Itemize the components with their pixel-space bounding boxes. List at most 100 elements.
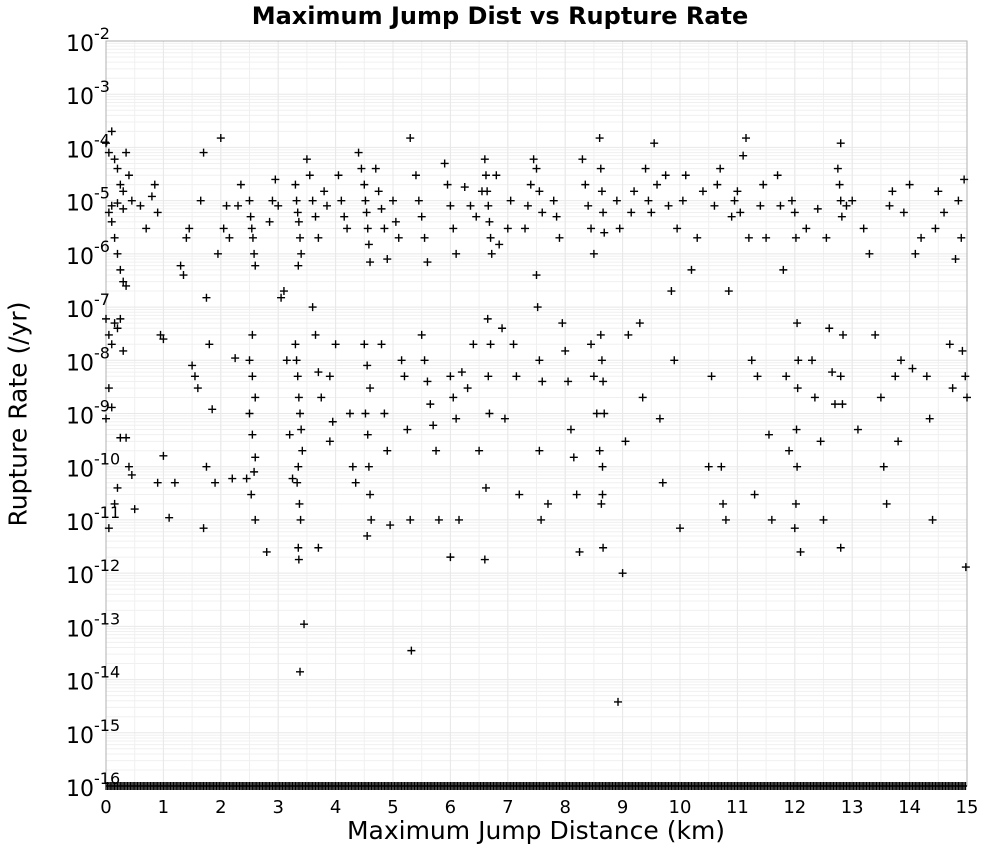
data-point <box>529 155 538 164</box>
data-point <box>250 249 259 258</box>
data-point <box>449 224 458 233</box>
data-point <box>776 201 785 210</box>
data-point <box>791 233 800 242</box>
data-point <box>627 208 636 217</box>
data-point <box>116 180 125 189</box>
data-point <box>736 208 745 217</box>
data-point <box>658 478 667 487</box>
y-tick-label: 10-10 <box>66 450 120 483</box>
data-point <box>389 196 397 205</box>
data-point <box>251 453 260 462</box>
data-point <box>331 340 340 349</box>
data-point <box>294 261 303 270</box>
data-point <box>282 356 291 365</box>
data-point <box>446 553 455 562</box>
data-point <box>293 208 302 217</box>
data-point <box>374 187 383 196</box>
data-point <box>314 543 323 552</box>
data-point <box>371 164 380 173</box>
data-point <box>380 224 389 233</box>
data-point <box>819 515 828 524</box>
data-point <box>222 201 231 210</box>
data-point <box>599 208 608 217</box>
data-point <box>742 134 751 143</box>
data-point <box>928 515 937 524</box>
data-point <box>414 196 423 205</box>
data-point <box>526 180 535 189</box>
data-point <box>228 474 237 483</box>
data-point <box>340 212 349 221</box>
data-point <box>598 490 607 499</box>
data-point <box>773 171 782 180</box>
data-point <box>466 201 475 210</box>
data-point <box>317 393 326 402</box>
data-point <box>113 199 122 208</box>
y-tick-label: 10-6 <box>66 237 110 270</box>
data-point <box>816 437 825 446</box>
data-point <box>297 249 306 258</box>
data-point <box>113 249 122 258</box>
data-point <box>119 346 128 355</box>
data-point <box>948 384 957 393</box>
data-point <box>354 148 363 157</box>
data-point <box>635 319 644 328</box>
data-point <box>940 208 949 217</box>
data-point <box>533 303 542 312</box>
data-point <box>119 187 128 196</box>
data-point <box>248 330 257 339</box>
y-tick-label: 10-12 <box>66 556 120 589</box>
data-point <box>532 271 541 280</box>
data-point <box>406 515 415 524</box>
data-point <box>153 478 162 487</box>
data-point <box>707 372 716 381</box>
data-point <box>521 224 530 233</box>
data-point <box>483 187 492 196</box>
x-tick-label: 9 <box>617 797 628 818</box>
y-tick-label: 10-15 <box>66 716 120 749</box>
data-point <box>211 478 220 487</box>
data-point <box>246 212 255 221</box>
data-point <box>426 400 435 409</box>
data-point <box>487 249 496 258</box>
data-point <box>294 393 303 402</box>
data-point <box>113 164 122 173</box>
data-point <box>958 346 967 355</box>
data-point <box>104 524 113 533</box>
data-point <box>822 233 831 242</box>
data-point <box>391 217 400 226</box>
data-point <box>911 249 920 258</box>
data-point <box>575 547 584 556</box>
data-point <box>498 324 507 333</box>
y-tick-label: 10-5 <box>66 184 110 217</box>
data-point <box>285 430 294 439</box>
data-point <box>411 171 420 180</box>
data-point <box>600 409 609 418</box>
x-tick-label: 13 <box>841 797 864 818</box>
data-point <box>922 372 931 381</box>
y-tick-label: 10-8 <box>66 343 110 376</box>
data-point <box>236 180 245 189</box>
data-points <box>102 127 971 706</box>
data-point <box>673 224 682 233</box>
data-point <box>859 224 868 233</box>
data-point <box>599 377 608 386</box>
data-point <box>322 201 331 210</box>
data-point <box>535 446 544 455</box>
x-tick-label: 10 <box>669 797 692 818</box>
data-point <box>102 314 110 323</box>
data-point <box>759 180 768 189</box>
data-point <box>291 180 300 189</box>
data-point <box>377 204 386 213</box>
data-point <box>587 224 596 233</box>
data-point <box>429 421 438 430</box>
data-point <box>423 258 432 267</box>
data-point <box>871 330 880 339</box>
data-point <box>564 377 573 386</box>
data-point <box>931 224 940 233</box>
data-point <box>251 515 260 524</box>
data-point <box>294 555 303 564</box>
data-point <box>653 180 662 189</box>
data-point <box>782 372 791 381</box>
x-tick-label: 14 <box>898 797 921 818</box>
